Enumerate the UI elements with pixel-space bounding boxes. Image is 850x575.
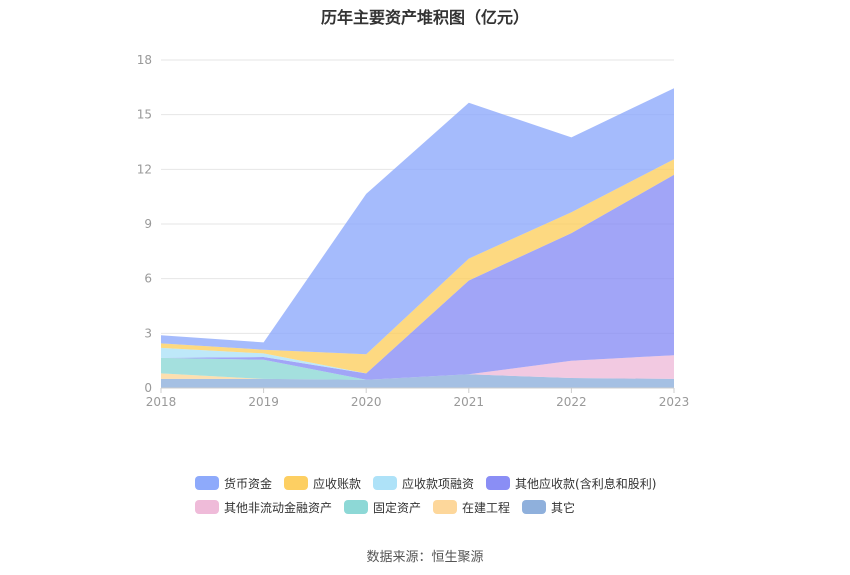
legend: 货币资金 应收账款 应收款项融资 其他应收款(含利息和股利) 其他非流动金融资产 固定资产… <box>195 472 675 520</box>
area-series-其它 <box>161 374 674 388</box>
legend-item[interactable]: 固定资产 <box>344 499 421 516</box>
legend-label: 在建工程 <box>462 500 511 515</box>
area-series-应收款项融资 <box>161 174 674 374</box>
legend-item[interactable]: 其他应收款(含利息和股利) <box>486 475 656 492</box>
legend-swatch <box>433 500 458 514</box>
legend-swatch <box>522 500 547 514</box>
legend-item[interactable]: 应收款项融资 <box>373 475 474 492</box>
legend-swatch <box>373 476 398 490</box>
legend-label: 其它 <box>551 500 576 515</box>
legend-item[interactable]: 其他非流动金融资产 <box>195 499 332 516</box>
legend-swatch <box>284 476 309 490</box>
legend-label: 其他非流动金融资产 <box>224 500 333 515</box>
y-tick-label: 15 <box>137 108 152 122</box>
x-tick-label: 2022 <box>556 395 587 409</box>
legend-label: 货币资金 <box>224 476 273 491</box>
area-series-货币资金 <box>161 88 674 355</box>
legend-swatch <box>344 500 369 514</box>
y-tick-label: 12 <box>137 162 152 176</box>
legend-label: 固定资产 <box>373 500 422 515</box>
area-series-固定资产 <box>161 357 674 380</box>
stacked-area-chart: 0 3 6 9 12 15 18 2018 2019 2020 2021 2022 2023 <box>137 53 690 409</box>
legend-label: 其他应收款(含利息和股利) <box>515 476 657 491</box>
area-series <box>161 88 674 388</box>
x-tick-label: 2021 <box>454 395 485 409</box>
legend-label: 应收款项融资 <box>402 476 475 491</box>
y-tick-label: 3 <box>144 326 152 340</box>
area-series-其他应收款(含利息和股利) <box>161 174 674 380</box>
legend-swatch <box>195 476 219 490</box>
y-tick-label: 6 <box>144 272 152 286</box>
legend-row: 货币资金 应收账款 应收款项融资 其他应收款(含利息和股利) <box>195 472 675 494</box>
legend-item[interactable]: 其它 <box>522 499 575 516</box>
legend-item[interactable]: 应收账款 <box>284 475 361 492</box>
x-tick-label: 2020 <box>351 395 382 409</box>
legend-row: 其他非流动金融资产 固定资产 在建工程 其它 <box>195 496 675 518</box>
legend-label: 应收账款 <box>313 476 362 491</box>
legend-swatch <box>195 500 219 514</box>
axes: 0 3 6 9 12 15 18 2018 2019 2020 2021 2022 2023 <box>137 53 690 409</box>
chart-title: 历年主要资产堆积图（亿元） <box>320 8 529 27</box>
x-tick-label: 2019 <box>248 395 279 409</box>
y-tick-label: 9 <box>144 217 152 231</box>
data-source: 数据来源：恒生聚源 <box>366 550 484 565</box>
y-tick-label: 18 <box>137 53 152 67</box>
y-tick-label: 0 <box>144 381 152 395</box>
legend-item[interactable]: 在建工程 <box>433 499 510 516</box>
x-tick-label: 2018 <box>146 395 177 409</box>
legend-swatch <box>486 476 511 490</box>
x-tick-label: 2023 <box>659 395 690 409</box>
legend-item[interactable]: 货币资金 <box>195 475 272 492</box>
area-series-其他非流动金融资产 <box>161 355 674 380</box>
